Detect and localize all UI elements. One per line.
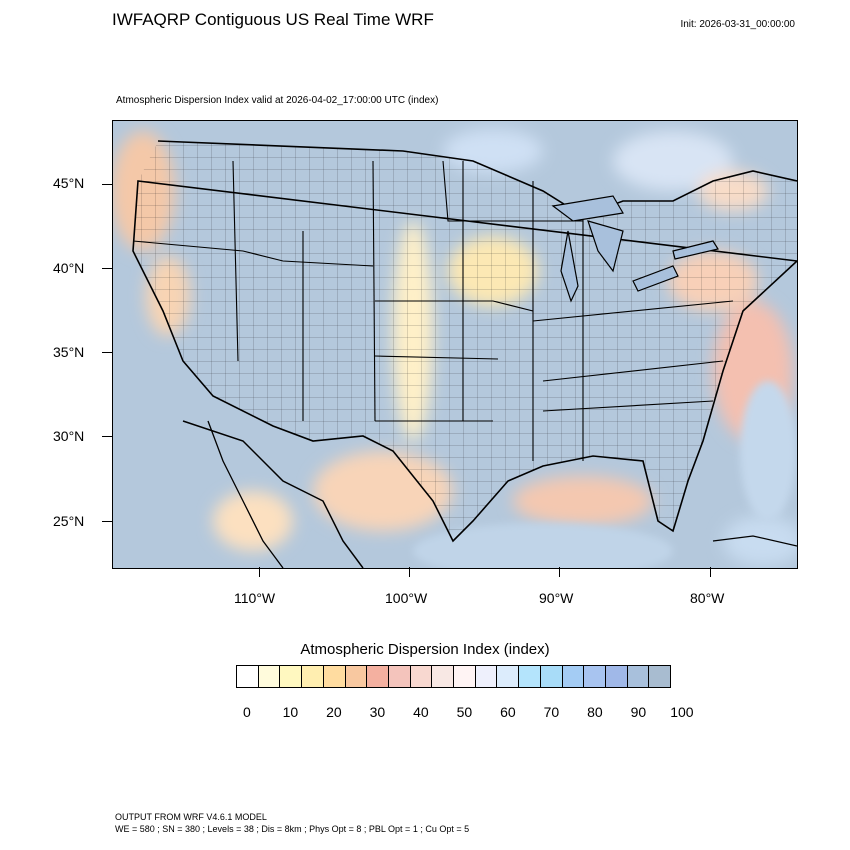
- colorbar-swatch: [410, 666, 433, 687]
- colorbar-tick-label: 70: [543, 704, 560, 720]
- colorbar-tick-label: 10: [282, 704, 299, 720]
- map-panel: [112, 120, 798, 569]
- cuba-coast: [712, 535, 797, 547]
- colorbar-swatch: [454, 666, 476, 687]
- map-canvas: [113, 121, 797, 568]
- lon-tick: [710, 567, 711, 577]
- colorbar-swatch: [323, 666, 346, 687]
- mexico-border: [182, 420, 364, 568]
- colorbar-swatch: [540, 666, 563, 687]
- colorbar-swatch: [475, 666, 498, 687]
- state-boundaries: [132, 160, 734, 461]
- footer-config: WE = 580 ; SN = 380 ; Levels = 38 ; Dis …: [115, 824, 470, 834]
- lat-label-40: 40°N: [53, 260, 85, 276]
- colorbar-title: Atmospheric Dispersion Index (index): [300, 641, 550, 658]
- colorbar-tick-label: 60: [500, 704, 516, 720]
- colorbar-tick-label: 0: [242, 704, 251, 720]
- colorbar-swatch: [649, 666, 671, 687]
- colorbar-swatch: [584, 666, 606, 687]
- colorbar-swatch: [367, 666, 389, 687]
- colorbar-swatch: [280, 666, 303, 687]
- baja-coast: [207, 420, 284, 568]
- water-overlay: [413, 381, 796, 568]
- map-title: IWFAQRP Contiguous US Real Time WRF: [112, 10, 434, 29]
- colorbar-tick-label: 40: [413, 704, 429, 720]
- colorbar-swatch: [627, 666, 650, 687]
- lat-label-35: 35°N: [53, 344, 85, 360]
- lon-tick: [559, 567, 560, 577]
- colorbar-swatch: [258, 666, 281, 687]
- lat-tick: [102, 352, 112, 353]
- lon-label-110: 110°W: [234, 590, 276, 606]
- map-subtitle: Atmospheric Dispersion Index valid at 20…: [116, 95, 439, 106]
- colorbar-swatch: [388, 666, 411, 687]
- lat-label-30: 30°N: [53, 428, 85, 444]
- footer-model: OUTPUT FROM WRF V4.6.1 MODEL: [115, 812, 267, 822]
- colorbar-swatch: [605, 666, 628, 687]
- colorbar-swatch: [237, 666, 259, 687]
- colorbar-swatch: [432, 666, 455, 687]
- colorbar-swatch: [302, 666, 324, 687]
- colorbar-tick-label: 50: [456, 704, 473, 720]
- lon-tick: [409, 567, 410, 577]
- colorbar-tick-label: 20: [326, 704, 342, 720]
- colorbar-swatch: [519, 666, 541, 687]
- lat-tick: [102, 436, 112, 437]
- lon-tick: [259, 567, 260, 577]
- lon-label-100: 100°W: [385, 590, 428, 606]
- init-time: Init: 2026-03-31_00:00:00: [680, 19, 795, 30]
- lat-tick: [102, 521, 112, 522]
- colorbar: [236, 665, 671, 688]
- colorbar-swatch: [497, 666, 520, 687]
- lon-label-80: 80°W: [690, 590, 725, 606]
- lat-label-25: 25°N: [53, 513, 85, 529]
- colorbar-tick-label: 90: [630, 704, 647, 720]
- lat-tick: [102, 268, 112, 269]
- lat-tick: [102, 184, 112, 185]
- colorbar-tick-label: 100: [670, 704, 694, 720]
- lon-label-90: 90°W: [539, 590, 574, 606]
- colorbar-tick-label: 80: [587, 704, 603, 720]
- lat-label-45: 45°N: [53, 175, 85, 191]
- colorbar-swatch: [562, 666, 585, 687]
- colorbar-tick-label: 30: [369, 704, 386, 720]
- great-lakes: [551, 195, 719, 303]
- colorbar-swatch: [345, 666, 368, 687]
